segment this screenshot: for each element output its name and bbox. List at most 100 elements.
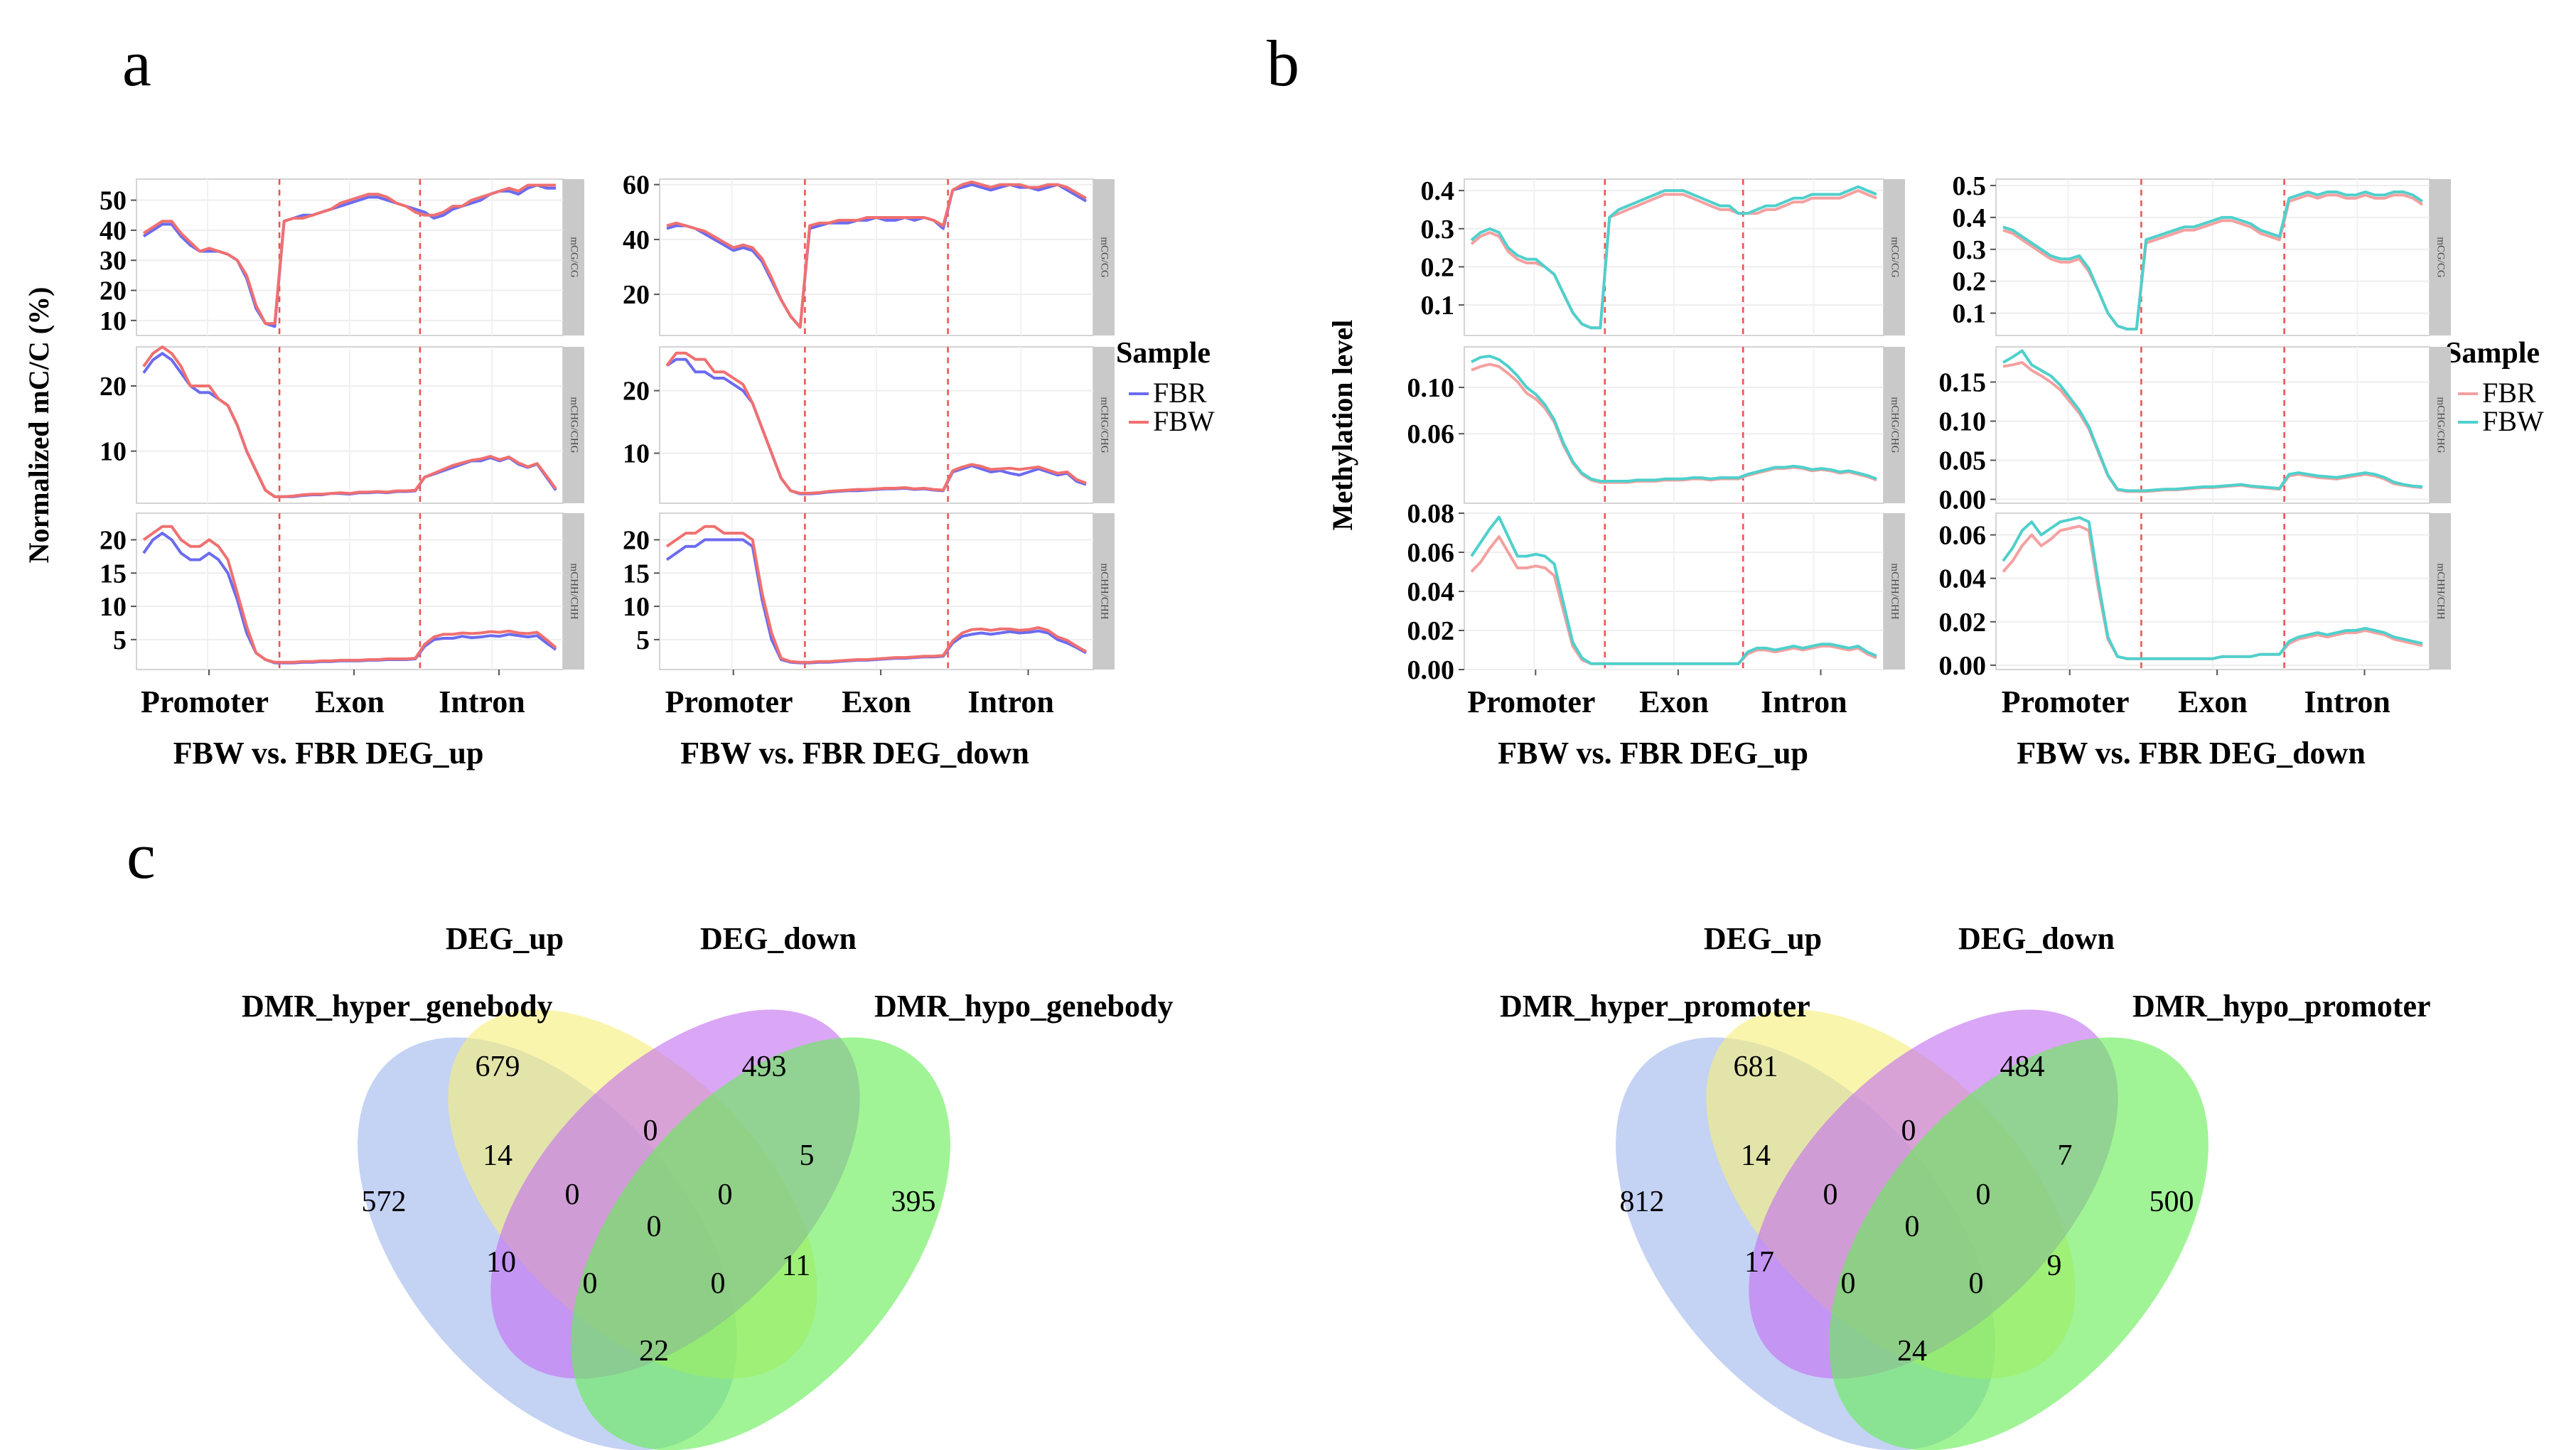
facet-strip-label: mCG/CG bbox=[2435, 237, 2447, 278]
panel-label-c: c bbox=[127, 820, 156, 892]
facet-strip-label: mCHG/CHG bbox=[1889, 397, 1901, 453]
venn-count-bc: 0 bbox=[1901, 1115, 1916, 1147]
y-tick-label: 0.3 bbox=[1953, 235, 1987, 265]
y-tick-label: 10 bbox=[623, 592, 650, 622]
venn-count-ab: 14 bbox=[483, 1139, 512, 1172]
panel-label-a: a bbox=[122, 27, 151, 100]
facet-strip-label: mCHH/CHH bbox=[2435, 563, 2447, 619]
venn-count-ad: 24 bbox=[1897, 1335, 1927, 1368]
y-tick-label: 0.08 bbox=[1407, 499, 1455, 529]
x-region-label-exon: Exon bbox=[315, 684, 385, 719]
x-region-label-exon: Exon bbox=[842, 684, 911, 719]
y-tick-label: 20 bbox=[100, 525, 127, 555]
facet-strip-label: mCG/CG bbox=[569, 237, 580, 278]
venn-set-label: DEG_up bbox=[446, 921, 564, 956]
y-tick-label: 0.02 bbox=[1939, 608, 1987, 638]
venn-count-acd: 0 bbox=[583, 1267, 598, 1300]
venn-count-bc: 0 bbox=[643, 1115, 658, 1147]
x-region-label-promoter: Promoter bbox=[141, 684, 269, 719]
series-line-fbw bbox=[2002, 190, 2424, 331]
venn-count-ab: 14 bbox=[1741, 1139, 1771, 1172]
x-region-label-intron: Intron bbox=[1761, 684, 1847, 719]
venn-count-b_only: 679 bbox=[476, 1051, 520, 1083]
x-region-label-exon: Exon bbox=[1639, 684, 1709, 719]
y-axis-title: Methylation level bbox=[1326, 320, 1358, 531]
series-line-fbw bbox=[2002, 516, 2423, 660]
chart-subtitle: FBW vs. FBR DEG_down bbox=[680, 736, 1029, 770]
facet-strip bbox=[1884, 513, 1905, 670]
venn-set-label: DMR_hyper_genebody bbox=[242, 989, 553, 1024]
venn-count-cd: 5 bbox=[800, 1139, 815, 1172]
facet-a_up-1: mCHG/CHG 10 20 bbox=[100, 345, 584, 504]
y-tick-label: 20 bbox=[623, 525, 650, 555]
venn-count-bcd: 0 bbox=[1976, 1178, 1991, 1211]
venn-count-c_only: 493 bbox=[742, 1051, 787, 1083]
y-tick-label: 0.00 bbox=[1939, 651, 1987, 681]
facet-strip-label: mCG/CG bbox=[1889, 237, 1901, 278]
venn-c_promoter: DMR_hyper_promoter DEG_up DEG_down DMR_hypo… bbox=[1500, 921, 2431, 1450]
y-tick-label: 20 bbox=[623, 377, 650, 407]
facet-strip bbox=[563, 513, 584, 670]
y-tick-label: 15 bbox=[100, 559, 127, 589]
venn-count-d_only: 395 bbox=[891, 1186, 936, 1218]
y-tick-label: 0.06 bbox=[1939, 521, 1987, 551]
series-line-fbw bbox=[666, 180, 1087, 329]
venn-count-abc: 0 bbox=[1823, 1178, 1838, 1211]
y-tick-label: 0.5 bbox=[1953, 171, 1987, 201]
series-line-fbw bbox=[142, 345, 557, 498]
series-line-fbr bbox=[2002, 193, 2424, 331]
legend-label-fbr: FBR bbox=[2482, 377, 2536, 409]
x-region-label-promoter: Promoter bbox=[2002, 684, 2130, 719]
series-line-fbr bbox=[1470, 189, 1877, 330]
facet-strip-label: mCHG/CHG bbox=[2435, 397, 2447, 453]
venn-set-label: DMR_hypo_genebody bbox=[874, 989, 1174, 1024]
charts-layer: mCG/CG1020304050mCHG/CHG1020mCHH/CHH5101… bbox=[23, 171, 2544, 1450]
x-region-label-intron: Intron bbox=[439, 684, 525, 719]
y-tick-label: 15 bbox=[623, 559, 650, 589]
venn-count-abcd: 0 bbox=[647, 1210, 662, 1243]
facet-b_up-0: mCG/CG 0.1 0.2 0.3 0.4 bbox=[1421, 176, 1905, 336]
chart-a_down: mCG/CG204060mCHG/CHG1020mCHH/CHH5101520P… bbox=[623, 171, 1115, 770]
venn-set-label: DEG_down bbox=[700, 921, 857, 956]
chart-a_up: mCG/CG1020304050mCHG/CHG1020mCHH/CHH5101… bbox=[23, 178, 1215, 770]
venn-set-label: DMR_hypo_promoter bbox=[2132, 989, 2431, 1024]
y-tick-label: 0.10 bbox=[1407, 373, 1455, 403]
y-tick-label: 10 bbox=[100, 306, 127, 336]
chart-subtitle: FBW vs. FBR DEG_up bbox=[1498, 736, 1808, 770]
facet-strip-label: mCHH/CHH bbox=[1099, 563, 1110, 619]
y-tick-label: 50 bbox=[100, 186, 127, 216]
series-line-fbw bbox=[665, 351, 1087, 495]
y-tick-label: 0.15 bbox=[1939, 368, 1987, 398]
legend-title: Sample bbox=[2445, 337, 2540, 370]
y-tick-label: 20 bbox=[623, 280, 650, 310]
y-tick-label: 5 bbox=[113, 625, 127, 655]
y-tick-label: 20 bbox=[100, 372, 127, 402]
venn-count-bcd: 0 bbox=[718, 1178, 733, 1211]
venn-count-ac: 10 bbox=[486, 1246, 516, 1279]
y-tick-label: 10 bbox=[100, 592, 127, 622]
venn-count-a_only: 812 bbox=[1620, 1186, 1665, 1218]
facet-b_up-1: mCHG/CHG 0.06 0.10 bbox=[1407, 346, 1905, 504]
y-tick-label: 30 bbox=[100, 246, 127, 276]
y-axis-title: Normalized mC/C (%) bbox=[23, 287, 55, 564]
y-tick-label: 0.1 bbox=[1953, 299, 1987, 329]
series-line-fbw bbox=[2002, 349, 2423, 493]
venn-count-ac: 17 bbox=[1744, 1246, 1774, 1279]
y-tick-label: 0.1 bbox=[1421, 291, 1455, 321]
series-line-fbw bbox=[142, 183, 556, 326]
y-tick-label: 40 bbox=[100, 216, 127, 246]
y-tick-label: 0.4 bbox=[1421, 176, 1455, 206]
facet-strip-label: mCHG/CHG bbox=[1099, 397, 1110, 453]
facet-strip bbox=[2430, 179, 2451, 335]
facet-b_down-0: mCG/CG 0.10.20.30.40.5 bbox=[1953, 171, 2451, 336]
venn-set-label: DEG_up bbox=[1704, 921, 1822, 956]
venn-count-abd: 0 bbox=[711, 1267, 726, 1300]
series-line-fbw bbox=[1470, 185, 1877, 330]
x-region-label-promoter: Promoter bbox=[1467, 684, 1595, 719]
venn-c_genebody: DMR_hyper_genebody DEG_up DEG_down DMR_hypo… bbox=[242, 921, 1174, 1450]
venn-count-bd: 9 bbox=[2047, 1250, 2062, 1282]
y-tick-label: 0.10 bbox=[1939, 407, 1987, 437]
